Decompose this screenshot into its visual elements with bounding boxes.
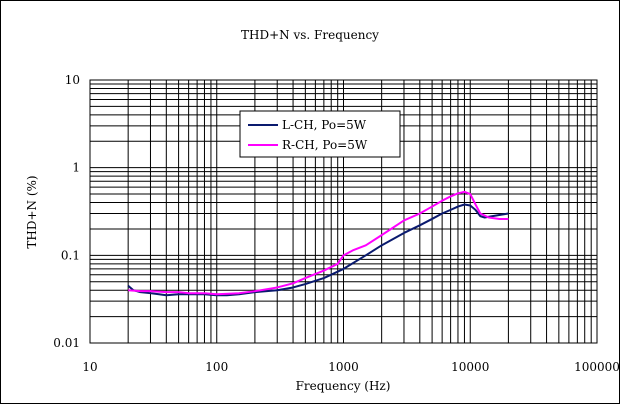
- legend-label-l-ch: L-CH, Po=5W: [282, 118, 367, 132]
- chart-title: THD+N vs. Frequency: [241, 28, 379, 42]
- x-tick-label: 100: [205, 360, 228, 374]
- series-line-r-ch: [128, 190, 509, 296]
- y-axis-label: THD+N (%): [25, 175, 39, 248]
- y-axis-ticks: 0.01 0.1 1 10: [53, 73, 80, 350]
- y-tick-label: 0.01: [53, 336, 80, 350]
- legend-label-r-ch: R-CH, Po=5W: [282, 138, 368, 152]
- legend-box: [239, 110, 401, 158]
- x-tick-label: 100000: [574, 360, 620, 374]
- legend: L-CH, Po=5W R-CH, Po=5W: [239, 110, 401, 158]
- x-axis-ticks: 10 100 1000 10000 100000: [82, 360, 620, 374]
- series-line-l-ch: [127, 203, 509, 297]
- x-tick-label: 1000: [328, 360, 359, 374]
- plot-area: [89, 79, 598, 344]
- y-tick-label: 0.1: [61, 248, 80, 262]
- series-lines: [127, 190, 509, 297]
- x-tick-label: 10000: [451, 360, 489, 374]
- y-tick-label: 1: [72, 161, 80, 175]
- y-tick-label: 10: [65, 73, 80, 87]
- x-axis-label: Frequency (Hz): [296, 379, 391, 393]
- x-tick-label: 10: [82, 360, 97, 374]
